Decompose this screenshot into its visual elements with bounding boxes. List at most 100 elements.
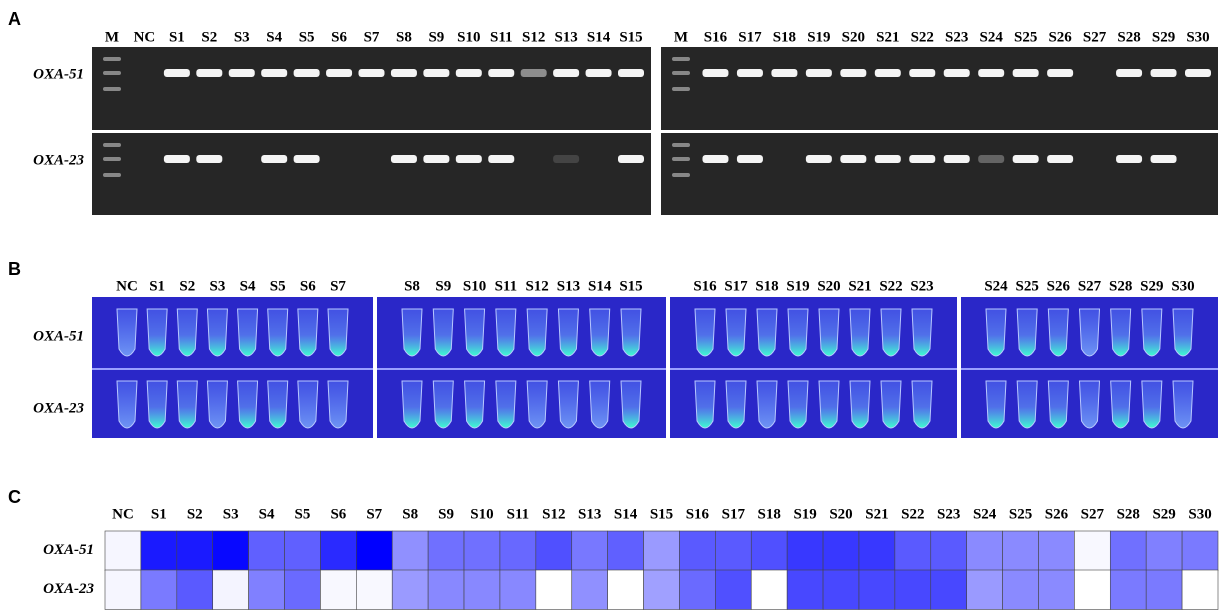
gel-image xyxy=(661,47,1218,130)
lane-label: S4 xyxy=(240,278,256,294)
column-label: S30 xyxy=(1188,506,1211,522)
heatmap-cell xyxy=(967,570,1003,610)
heatmap-cell xyxy=(285,570,321,610)
column-label: S18 xyxy=(758,506,781,522)
heatmap-cell xyxy=(751,531,787,571)
tube xyxy=(1048,309,1068,356)
band xyxy=(553,69,579,77)
tube xyxy=(496,381,516,428)
row-label: OXA-23 xyxy=(33,400,84,416)
heatmap-cell xyxy=(392,531,428,571)
band xyxy=(1116,155,1142,163)
lane-label: S18 xyxy=(755,278,778,294)
heatmap-cell xyxy=(105,531,141,571)
heatmap-cell xyxy=(715,531,751,571)
panel-label: B xyxy=(8,259,21,279)
tube xyxy=(726,309,746,356)
ladder-band xyxy=(103,57,121,61)
tube xyxy=(881,309,901,356)
heatmap-cell xyxy=(249,531,285,571)
ladder-band xyxy=(672,173,690,177)
tube xyxy=(117,381,137,428)
tube xyxy=(527,309,547,356)
column-label: S13 xyxy=(578,506,601,522)
lane-label: S11 xyxy=(490,29,513,45)
lane-label: S16 xyxy=(693,278,717,294)
lane-label: S3 xyxy=(210,278,226,294)
lane-label: S29 xyxy=(1152,29,1175,45)
ladder-band xyxy=(103,87,121,91)
panel-label: C xyxy=(8,487,21,507)
band xyxy=(806,155,832,163)
tube xyxy=(819,381,839,428)
row-label: OXA-51 xyxy=(33,328,84,344)
lane-label: S15 xyxy=(619,278,642,294)
lane-label: S30 xyxy=(1171,278,1194,294)
column-label: S26 xyxy=(1045,506,1069,522)
lane-label: NC xyxy=(116,278,138,294)
heatmap-cell xyxy=(859,531,895,571)
lane-label: S13 xyxy=(554,29,577,45)
band xyxy=(1151,69,1177,77)
lane-label: S24 xyxy=(980,29,1004,45)
lane-label: S21 xyxy=(848,278,871,294)
tube xyxy=(590,309,610,356)
band xyxy=(1013,155,1039,163)
lane-label: S30 xyxy=(1186,29,1209,45)
band xyxy=(909,69,935,77)
heatmap-cell xyxy=(213,570,249,610)
heatmap-cell xyxy=(644,531,680,571)
heatmap-cell xyxy=(787,570,823,610)
heatmap-cell xyxy=(285,531,321,571)
lane-label: S6 xyxy=(300,278,316,294)
heatmap-cell xyxy=(1182,570,1218,610)
lane-label: S22 xyxy=(911,29,934,45)
lane-label: S28 xyxy=(1109,278,1132,294)
band xyxy=(978,69,1004,77)
lane-label: S19 xyxy=(786,278,809,294)
lane-label: S14 xyxy=(587,29,611,45)
band xyxy=(326,69,352,77)
lane-label: S17 xyxy=(738,29,762,45)
heatmap-cell xyxy=(1146,531,1182,571)
band xyxy=(978,155,1004,163)
column-label: S14 xyxy=(614,506,638,522)
band xyxy=(1047,69,1073,77)
heatmap-cell xyxy=(249,570,285,610)
band xyxy=(553,155,579,163)
lane-label: S23 xyxy=(910,278,933,294)
band xyxy=(294,155,320,163)
band xyxy=(488,155,514,163)
lane-label: S2 xyxy=(201,29,217,45)
tube xyxy=(757,381,777,428)
band xyxy=(391,155,417,163)
band xyxy=(875,155,901,163)
lane-label: S14 xyxy=(588,278,612,294)
ladder-band xyxy=(672,57,690,61)
gel-image xyxy=(92,133,651,215)
band xyxy=(391,69,417,77)
lane-label: S16 xyxy=(704,29,728,45)
tube xyxy=(912,381,932,428)
lane-label: S17 xyxy=(724,278,748,294)
column-label: S20 xyxy=(829,506,852,522)
heatmap-cell xyxy=(177,531,213,571)
lane-label: S26 xyxy=(1048,29,1072,45)
heatmap-cell xyxy=(1003,531,1039,571)
column-label: S16 xyxy=(686,506,710,522)
band xyxy=(521,69,547,77)
tube xyxy=(465,381,485,428)
band xyxy=(164,155,190,163)
tube xyxy=(590,381,610,428)
tube xyxy=(328,309,348,356)
tube xyxy=(298,381,318,428)
band xyxy=(294,69,320,77)
column-label: S27 xyxy=(1081,506,1105,522)
heatmap-cell xyxy=(1003,570,1039,610)
lane-label: M xyxy=(674,29,688,45)
tube xyxy=(298,309,318,356)
ladder-band xyxy=(672,71,690,75)
column-label: S9 xyxy=(438,506,454,522)
lane-label: S19 xyxy=(807,29,830,45)
lane-label: S1 xyxy=(149,278,165,294)
